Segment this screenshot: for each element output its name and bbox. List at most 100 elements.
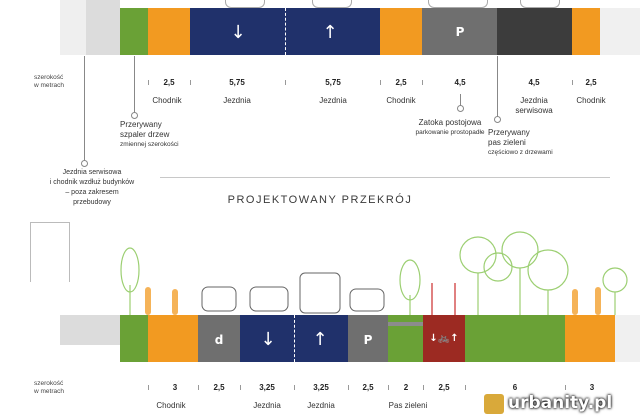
existing-width-6: 4,5 [528, 78, 540, 87]
note-pas-zieleni-title: Przerywany pas zieleni [488, 128, 530, 147]
projected-up-arrow: ↑ [312, 329, 328, 350]
existing-label-chodnik-1: Chodnik [152, 96, 182, 105]
projected-label-chodnik: Chodnik [156, 401, 186, 410]
existing-parking-symbol: P [455, 25, 465, 39]
existing-sidewalk-gray [86, 0, 120, 55]
person-icon [145, 287, 151, 315]
projected-width-2: 2,5 [213, 383, 225, 392]
projected-down-arrow: ↓ [260, 329, 276, 350]
watermark-logo-icon [484, 394, 504, 414]
note-zatoka-sub: parkowanie prostopadłe [415, 129, 485, 136]
projected-width-9: 3 [589, 383, 595, 392]
existing-green-strip [120, 8, 148, 55]
watermark: urbanity.pl [484, 392, 638, 416]
note-szpaler: Przerywany szpaler drzew zmiennej szerok… [120, 120, 210, 150]
note-pas-zieleni: Przerywany pas zieleni częściowo z drzew… [488, 128, 588, 158]
tree-icon [527, 249, 569, 291]
existing-width-4: 2,5 [395, 78, 407, 87]
existing-label-jezdnia-1: Jezdnia [223, 96, 251, 105]
existing-up-arrow: ↑ [322, 22, 338, 43]
leader-dot [81, 160, 88, 167]
existing-label-chodnik-2: Chodnik [386, 96, 416, 105]
projected-sidewalk-left [148, 315, 198, 362]
section-title: PROJEKTOWANY PRZEKRÓJ [227, 194, 413, 206]
projected-label-pas-zieleni: Pas zieleni [388, 401, 428, 410]
note-serwisowa: Jezdnia serwisowa i chodnik wzdłuż budyn… [49, 169, 135, 206]
existing-car-silhouette [428, 0, 488, 8]
divider-line [160, 177, 610, 178]
person-icon [172, 289, 178, 315]
existing-axis-label: szerokość w metrach [34, 74, 64, 89]
projected-bus-symbol: d [214, 333, 224, 347]
scenery [120, 231, 628, 315]
existing-right-edge [600, 8, 640, 55]
leader-line [84, 56, 85, 164]
car-icon [249, 286, 289, 312]
note-szpaler-title: Przerywany szpaler drzew [120, 120, 170, 139]
projected-width-6: 2 [403, 383, 409, 392]
note-szpaler-sub: zmiennej szerokości [120, 141, 179, 148]
existing-width-2: 5,75 [229, 78, 245, 87]
bus-icon [299, 272, 341, 314]
tick [285, 80, 286, 85]
tick [240, 385, 241, 390]
existing-label-jezdnia-serwisowa: Jezdnia serwisowa [515, 96, 553, 115]
note-pas-zieleni-sub: częściowo z drzewami [488, 149, 553, 156]
tick [294, 385, 295, 390]
tick [148, 385, 149, 390]
tick [148, 80, 149, 85]
tick [198, 385, 199, 390]
projected-width-7: 2,5 [438, 383, 450, 392]
car-icon [201, 286, 237, 312]
existing-label-jezdnia-2: Jezdnia [319, 96, 347, 105]
leader-line [460, 94, 461, 108]
watermark-text: urbanity.pl [508, 393, 613, 413]
tick [348, 385, 349, 390]
building [30, 222, 70, 282]
existing-sidewalk-2 [380, 8, 422, 55]
projected-bike-symbol: ↓🚲↑ [429, 333, 459, 344]
projected-label-jezdnia-1: Jezdnia [253, 401, 281, 410]
projected-axis-label: szerokość w metrach [34, 380, 64, 395]
existing-building-strip [60, 0, 86, 55]
existing-service-road [497, 8, 572, 55]
existing-width-1: 2,5 [163, 78, 175, 87]
projected-bike-path [423, 315, 465, 362]
existing-sidewalk-3 [572, 8, 600, 55]
tree-icon [399, 259, 421, 301]
projected-right-edge [615, 315, 640, 362]
projected-parking [348, 315, 388, 362]
projected-width-1: 3 [172, 383, 178, 392]
projected-width-4: 3,25 [313, 383, 329, 392]
projected-sidewalk-right [565, 315, 615, 362]
projected-label-jezdnia-2: Jezdnia [307, 401, 335, 410]
leader-dot [457, 105, 464, 112]
tick [190, 80, 191, 85]
projected-lane-divider [294, 315, 295, 362]
projected-bus-stop [198, 315, 240, 362]
tick [388, 385, 389, 390]
existing-width-7: 2,5 [585, 78, 597, 87]
existing-car-silhouette [225, 0, 265, 8]
building-ground [60, 315, 120, 345]
tick [465, 385, 466, 390]
existing-car-silhouette [312, 0, 352, 8]
projected-width-3: 3,25 [259, 383, 275, 392]
projected-green-wide [465, 315, 565, 362]
leader-dot [494, 116, 501, 123]
tick [380, 80, 381, 85]
existing-lane-divider [285, 8, 286, 55]
projected-parking-symbol: P [363, 333, 373, 347]
note-zatoka: Zatoka postojowa parkowanie prostopadłe [390, 118, 510, 138]
tick [423, 385, 424, 390]
note-zatoka-title: Zatoka postojowa [418, 118, 482, 127]
existing-width-5: 4,5 [454, 78, 466, 87]
car-icon [349, 288, 385, 312]
existing-parking-bay [422, 8, 497, 55]
existing-down-arrow: ↓ [230, 22, 246, 43]
existing-label-chodnik-3: Chodnik [576, 96, 606, 105]
tick [572, 80, 573, 85]
person-icon [572, 289, 578, 315]
projected-width-5: 2,5 [362, 383, 374, 392]
